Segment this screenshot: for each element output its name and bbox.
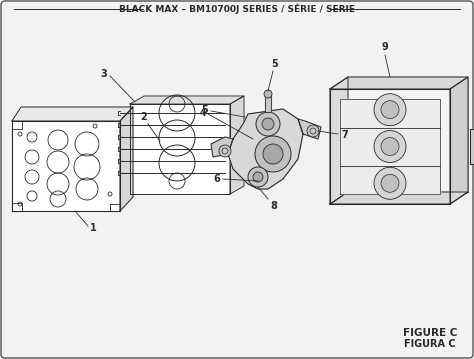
Text: 7: 7 [341, 130, 348, 140]
Circle shape [256, 112, 280, 136]
Polygon shape [120, 107, 133, 211]
Circle shape [262, 118, 274, 130]
Polygon shape [12, 107, 133, 121]
Text: 2: 2 [141, 112, 147, 122]
Circle shape [263, 144, 283, 164]
Circle shape [255, 136, 291, 172]
Circle shape [381, 101, 399, 119]
Polygon shape [211, 137, 233, 157]
Polygon shape [450, 77, 468, 204]
Polygon shape [265, 94, 271, 112]
Circle shape [374, 131, 406, 163]
Circle shape [253, 172, 263, 182]
Polygon shape [298, 119, 321, 139]
Text: 8: 8 [270, 201, 277, 211]
Circle shape [374, 167, 406, 199]
Polygon shape [12, 121, 120, 211]
Circle shape [381, 137, 399, 155]
Text: 3: 3 [100, 69, 107, 79]
Circle shape [219, 145, 231, 157]
Text: BLACK MAX – BM10700J SERIES / SÉRIE / SERIE: BLACK MAX – BM10700J SERIES / SÉRIE / SE… [119, 4, 355, 14]
Polygon shape [228, 109, 303, 189]
Circle shape [248, 167, 268, 187]
Polygon shape [130, 96, 244, 104]
Polygon shape [340, 99, 440, 194]
Text: 6: 6 [213, 174, 220, 184]
Circle shape [264, 90, 272, 98]
Polygon shape [130, 104, 230, 194]
Text: 5: 5 [201, 105, 208, 115]
Circle shape [307, 125, 319, 137]
Text: 9: 9 [382, 42, 388, 52]
Polygon shape [230, 96, 244, 194]
Text: 5: 5 [272, 59, 278, 69]
Text: FIGURE C: FIGURE C [403, 328, 457, 338]
Polygon shape [330, 192, 468, 204]
Circle shape [374, 94, 406, 126]
Circle shape [381, 174, 399, 192]
Polygon shape [348, 77, 468, 192]
Polygon shape [330, 77, 468, 89]
Polygon shape [330, 77, 348, 204]
Polygon shape [330, 89, 450, 204]
Text: 4: 4 [199, 108, 206, 118]
Text: 1: 1 [90, 223, 97, 233]
Text: FIGURA C: FIGURA C [404, 339, 456, 349]
Polygon shape [470, 129, 474, 164]
